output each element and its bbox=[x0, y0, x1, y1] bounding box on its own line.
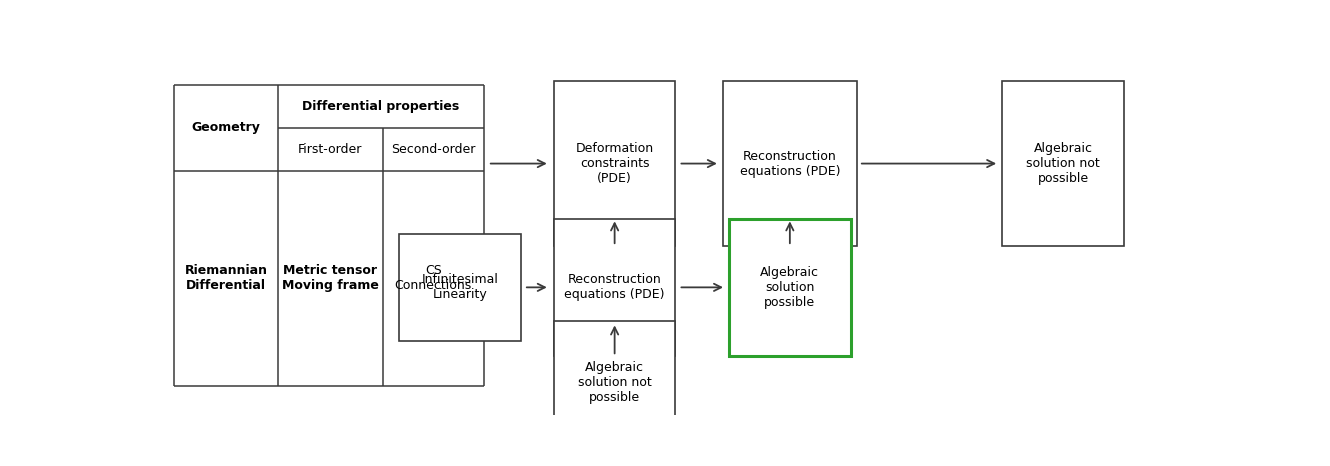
FancyBboxPatch shape bbox=[729, 219, 851, 356]
FancyBboxPatch shape bbox=[553, 322, 676, 444]
FancyBboxPatch shape bbox=[724, 81, 857, 246]
Text: Second-order: Second-order bbox=[391, 143, 475, 156]
Text: Algebraic
solution not
possible: Algebraic solution not possible bbox=[577, 361, 652, 404]
Text: Algebraic
solution not
possible: Algebraic solution not possible bbox=[1027, 142, 1100, 185]
FancyBboxPatch shape bbox=[553, 219, 676, 356]
Text: Deformation
constraints
(PDE): Deformation constraints (PDE) bbox=[576, 142, 653, 185]
FancyBboxPatch shape bbox=[1003, 81, 1124, 246]
Text: Reconstruction
equations (PDE): Reconstruction equations (PDE) bbox=[739, 150, 841, 178]
Text: Reconstruction
equations (PDE): Reconstruction equations (PDE) bbox=[564, 274, 665, 302]
Text: CS
Connections: CS Connections bbox=[395, 264, 472, 292]
FancyBboxPatch shape bbox=[399, 233, 521, 341]
Text: Riemannian
Differential: Riemannian Differential bbox=[185, 264, 267, 292]
Text: Differential properties: Differential properties bbox=[302, 100, 459, 113]
Text: Algebraic
solution
possible: Algebraic solution possible bbox=[761, 266, 819, 309]
Text: Geometry: Geometry bbox=[192, 121, 261, 134]
FancyBboxPatch shape bbox=[553, 81, 676, 246]
Text: First-order: First-order bbox=[298, 143, 362, 156]
Text: Metric tensor
Moving frame: Metric tensor Moving frame bbox=[282, 264, 379, 292]
Text: Infinitesimal
Linearity: Infinitesimal Linearity bbox=[422, 274, 499, 302]
